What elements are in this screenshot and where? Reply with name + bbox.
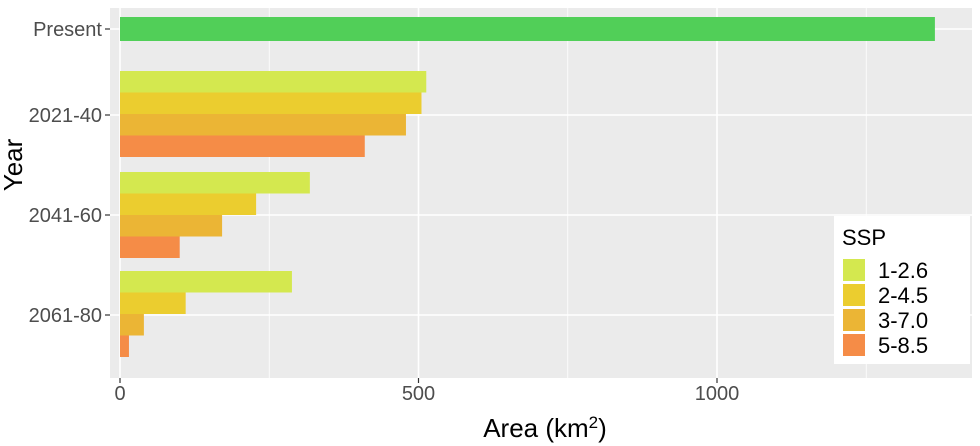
bar-2021-40-ssp-2-4.5 [120, 92, 422, 114]
y-axis-title: Year [0, 138, 28, 191]
bar-2061-80-ssp-5-8.5 [120, 335, 129, 357]
y-tick-labels: Present 2021-40 2041-60 2061-80 [29, 19, 110, 327]
y-tick-label: 2041-60 [29, 205, 102, 227]
bar-2021-40-ssp-5-8.5 [120, 135, 365, 157]
bar-2061-80-ssp-3-7.0 [120, 314, 144, 336]
legend-label: 5-8.5 [878, 333, 928, 358]
legend-key-1-2.6 [843, 259, 865, 281]
legend-label: 3-7.0 [878, 308, 928, 333]
legend-key-2-4.5 [843, 284, 865, 306]
bar-2041-60-ssp-3-7.0 [120, 215, 223, 237]
x-tick-label: 1000 [695, 383, 740, 405]
x-axis-title: Area (km2) [483, 413, 607, 444]
bar-2021-40-ssp-3-7.0 [120, 114, 406, 136]
y-tick-label: Present [33, 19, 102, 41]
legend-title: SSP [842, 225, 886, 250]
legend: SSP 1-2.62-4.53-7.05-8.5 [834, 216, 970, 364]
bar-2041-60-ssp-5-8.5 [120, 236, 180, 258]
y-tick-label: 2021-40 [29, 105, 102, 127]
bar-2021-40-ssp-1-2.6 [120, 71, 427, 93]
bar-2041-60-ssp-1-2.6 [120, 172, 310, 194]
legend-label: 1-2.6 [878, 258, 928, 283]
x-tick-label: 0 [114, 383, 125, 405]
legend-key-5-8.5 [843, 334, 865, 356]
y-tick-label: 2061-80 [29, 305, 102, 327]
bar-present [120, 17, 935, 41]
x-axis-title-suffix: ) [598, 413, 607, 443]
legend-items: 1-2.62-4.53-7.05-8.5 [843, 258, 928, 358]
legend-label: 2-4.5 [878, 283, 928, 308]
bars [120, 17, 935, 357]
bar-2061-80-ssp-2-4.5 [120, 292, 186, 314]
x-tick-label: 500 [402, 383, 435, 405]
x-axis-title-main: Area (km [483, 413, 588, 443]
x-axis-title-superscript: 2 [589, 413, 598, 432]
x-tick-labels: 0 500 1000 [114, 378, 739, 405]
bar-2041-60-ssp-2-4.5 [120, 193, 257, 215]
legend-key-3-7.0 [843, 309, 865, 331]
bar-2061-80-ssp-1-2.6 [120, 271, 292, 293]
